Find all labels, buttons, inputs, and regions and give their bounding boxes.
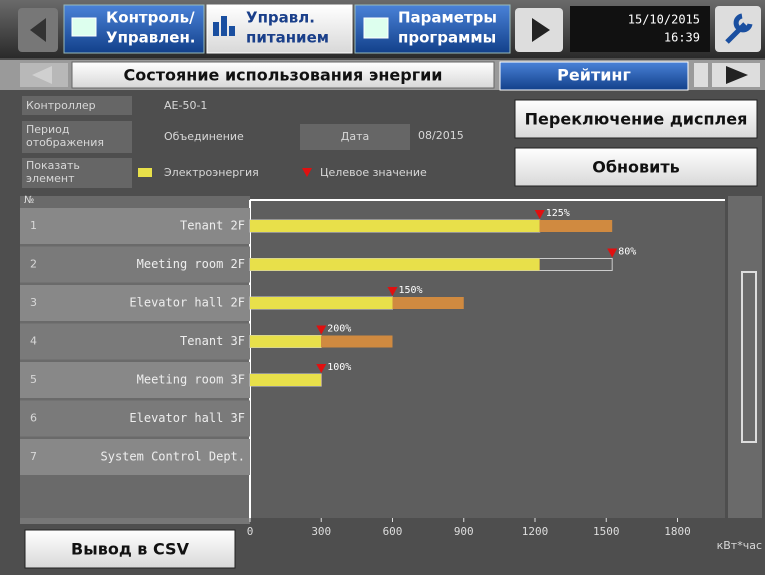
- row-number: 7: [30, 450, 37, 463]
- schedule-label: программы: [398, 29, 496, 47]
- power-label: питанием: [246, 29, 329, 47]
- rate-label: 100%: [327, 362, 351, 373]
- row-number: 5: [30, 373, 37, 386]
- tab-spacer: [694, 63, 708, 87]
- info-label: Период: [26, 123, 70, 136]
- bar: [250, 335, 393, 348]
- info-label: элемент: [26, 172, 75, 185]
- x-tick-label: 0: [247, 525, 254, 538]
- scroll-thumb[interactable]: [741, 271, 757, 443]
- row-number: 3: [30, 296, 37, 309]
- tab-label: Состояние использования энергии: [124, 66, 443, 85]
- category-label: Elevator hall 3F: [129, 411, 245, 425]
- row-bg: [20, 400, 250, 437]
- target-marker: [316, 325, 327, 335]
- bar: [250, 374, 322, 386]
- row-bg: [20, 208, 250, 244]
- power-icon: [213, 22, 219, 36]
- row-number: 6: [30, 412, 37, 425]
- time: 16:39: [664, 31, 700, 45]
- x-tick-label: 600: [383, 525, 403, 538]
- wrench-icon: [725, 13, 753, 44]
- list-bottom: [20, 518, 250, 524]
- target-marker: [316, 364, 327, 373]
- legend-marker: [302, 168, 312, 177]
- info-label-bg: [22, 121, 132, 153]
- info-label: Контроллер: [26, 99, 96, 112]
- info-label-bg: [22, 96, 132, 115]
- info-label-bg: [22, 158, 132, 188]
- next-arrow: [532, 18, 550, 42]
- x-tick-label: 1200: [522, 525, 549, 538]
- legend-label: Электроэнергия: [164, 166, 259, 179]
- row-bg: [20, 323, 250, 360]
- clock: [570, 6, 710, 52]
- control-icon: [71, 17, 97, 37]
- button-label: Переключение дисплея: [525, 110, 748, 129]
- category-label: Meeting room 3F: [137, 373, 245, 387]
- tab[interactable]: [71, 61, 495, 89]
- switch-display-button[interactable]: [514, 99, 758, 139]
- tab-next-arrow: [726, 66, 748, 84]
- row-number: 4: [30, 335, 37, 348]
- info-value: 08/2015: [418, 129, 464, 142]
- bar: [250, 297, 464, 309]
- category-label: Tenant 3F: [180, 334, 245, 348]
- csv-button[interactable]: [24, 529, 236, 569]
- bar: [250, 220, 613, 232]
- x-unit: кВт*час: [717, 539, 762, 552]
- rate-label: 150%: [399, 285, 423, 296]
- category-label: Meeting room 2F: [137, 257, 245, 271]
- back-arrow: [30, 18, 46, 42]
- x-tick-label: 1500: [593, 525, 620, 538]
- power-icon: [221, 16, 227, 36]
- rate-label: 200%: [327, 324, 351, 335]
- tab-active[interactable]: [499, 61, 689, 91]
- legend-swatch: [138, 168, 152, 177]
- button-label: Обновить: [592, 158, 680, 177]
- number-header: №: [24, 195, 34, 206]
- refresh-button[interactable]: [514, 147, 758, 187]
- info-label: Дата: [341, 130, 369, 143]
- schedule-label: Параметры: [398, 9, 497, 27]
- x-tick-label: 1800: [664, 525, 691, 538]
- date: 15/10/2015: [628, 13, 700, 27]
- control-label: Контроль/: [106, 9, 195, 27]
- x-tick-label: 900: [454, 525, 474, 538]
- row-bg: [20, 362, 250, 398]
- row-number: 2: [30, 258, 37, 271]
- tab-prev-arrow: [32, 66, 52, 84]
- row-bg: [20, 246, 250, 283]
- info-value: AE-50-1: [164, 99, 207, 112]
- info-value: Объединение: [164, 130, 244, 143]
- legend-label: Целевое значение: [320, 166, 427, 179]
- info-label: отображения: [26, 136, 104, 149]
- tab-label: Рейтинг: [557, 66, 631, 85]
- power-icon: [229, 26, 235, 36]
- info-label-bg: [300, 124, 410, 150]
- target-marker: [607, 248, 618, 258]
- info-label: Показать: [26, 159, 80, 172]
- category-label: System Control Dept.: [101, 450, 246, 464]
- target-marker: [534, 210, 545, 219]
- row-bg: [20, 439, 250, 475]
- row-bg: [20, 285, 250, 321]
- rate-label: 125%: [546, 208, 570, 219]
- bar: [250, 258, 540, 271]
- x-tick-label: 300: [311, 525, 331, 538]
- category-label: Tenant 2F: [180, 219, 245, 233]
- power-label: Управл.: [246, 9, 315, 27]
- row-number: 1: [30, 219, 37, 232]
- target-marker: [387, 287, 398, 296]
- control-label: Управлен.: [106, 29, 196, 47]
- category-label: Elevator hall 2F: [129, 296, 245, 310]
- rate-label: 80%: [618, 247, 636, 258]
- schedule-icon: [363, 17, 389, 39]
- button-label: Вывод в CSV: [71, 540, 190, 559]
- plot-area: [250, 200, 725, 518]
